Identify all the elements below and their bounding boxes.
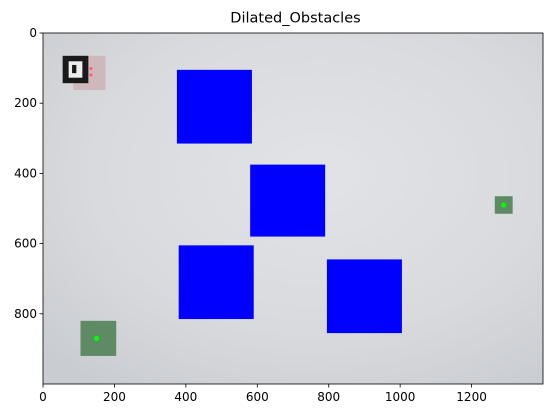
obstacle-block <box>250 164 326 237</box>
x-tick-label: 400 <box>174 390 197 404</box>
x-axis: 0 200 400 600 800 1000 1200 <box>39 384 487 404</box>
plot-title: Dilated_Obstacles <box>230 11 360 27</box>
x-tick-label: 200 <box>103 390 126 404</box>
y-tick-label: 800 <box>14 307 37 321</box>
obstacle-layer <box>176 69 402 334</box>
y-tick-label: 0 <box>29 26 37 40</box>
axes-frame <box>42 32 544 385</box>
y-tick-label: 200 <box>14 96 37 110</box>
led-light <box>89 73 93 77</box>
x-tick-label: 600 <box>246 390 269 404</box>
y-axis: 0 200 400 600 800 <box>14 26 43 321</box>
goal-marker <box>501 202 507 208</box>
marker-layer <box>93 202 507 341</box>
obstacle-block <box>326 259 402 334</box>
y-tick-label: 600 <box>14 237 37 251</box>
x-tick-label: 1000 <box>385 390 416 404</box>
y-tick-label: 400 <box>14 166 37 180</box>
obstacle-block <box>176 69 252 144</box>
aruco-bit <box>72 64 77 74</box>
x-tick-label: 0 <box>39 390 47 404</box>
image-area <box>43 33 543 384</box>
x-tick-label: 1200 <box>456 390 487 404</box>
start-marker <box>93 335 100 341</box>
x-tick-label: 800 <box>317 390 340 404</box>
led-light <box>89 67 93 71</box>
obstacle-block <box>178 245 254 320</box>
